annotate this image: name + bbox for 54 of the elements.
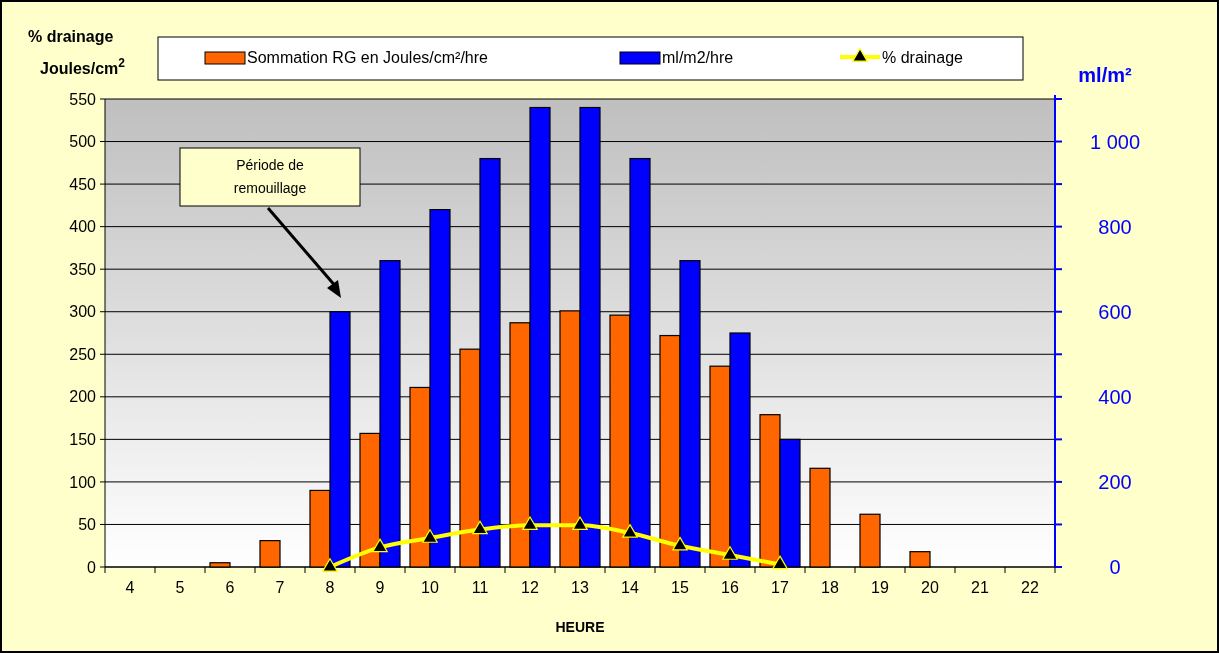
x-tick-label: 21 — [971, 579, 989, 596]
y2-tick-label: 1 000 — [1089, 130, 1141, 153]
point — [572, 516, 588, 531]
legend-label: % drainage — [882, 48, 964, 66]
point — [622, 524, 638, 538]
y-tick-label: 350 — [69, 260, 97, 278]
y-tick-label: 400 — [69, 218, 97, 236]
x-tick-label: 22 — [1021, 579, 1039, 596]
y-tick-label: 100 — [69, 473, 97, 491]
x-tick-label: 8 — [325, 579, 335, 596]
y2-tick-label: 600 — [1098, 300, 1132, 323]
y2-tick-label: 200 — [1098, 470, 1132, 493]
point — [722, 546, 738, 560]
y2-axis-title: ml/m² — [1078, 64, 1133, 86]
x-tick-label: 9 — [375, 579, 385, 596]
x-tick-label: 16 — [721, 579, 739, 596]
y-tick-label: 50 — [78, 516, 97, 534]
y2-tick-label: 0 — [1109, 556, 1121, 578]
y2-tick-label: 800 — [1098, 215, 1132, 238]
x-tick-label: 10 — [421, 579, 439, 596]
point — [672, 536, 688, 551]
y-tick-label: 0 — [87, 558, 97, 576]
point — [772, 555, 788, 570]
x-tick-label: 14 — [621, 579, 639, 596]
y-tick-label: 300 — [69, 303, 97, 321]
point — [472, 520, 488, 535]
y-tick-label: 500 — [69, 133, 97, 151]
x-tick-label: 7 — [275, 579, 285, 596]
x-tick-label: 13 — [571, 579, 589, 596]
x-tick-label: 18 — [821, 579, 839, 596]
x-tick-label: 4 — [125, 579, 135, 596]
x-tick-label: 5 — [175, 579, 185, 596]
y2-tick-label: 400 — [1098, 385, 1132, 408]
point — [522, 516, 538, 531]
x-tick-label: 12 — [521, 579, 539, 596]
x-tick-label: 17 — [771, 579, 789, 596]
y-tick-label: 200 — [69, 388, 97, 406]
point — [422, 529, 438, 543]
y-tick-label: 450 — [69, 175, 97, 193]
y-tick-label: 250 — [69, 345, 97, 363]
x-tick-label: 20 — [921, 579, 939, 596]
x-tick-label: 11 — [471, 579, 489, 596]
y-tick-label: 150 — [69, 430, 97, 448]
legend-label: Sommation RG en Joules/cm²/hre — [247, 48, 489, 66]
y-tick-label: 550 — [69, 90, 97, 108]
point — [372, 538, 388, 553]
point — [322, 558, 338, 572]
x-tick-label: 6 — [225, 579, 235, 596]
x-tick-label: 15 — [671, 579, 689, 596]
x-axis-title: HEURE — [555, 619, 605, 635]
y-axis-title: % drainage Joules/cm$^{2}$ — [28, 28, 126, 77]
annotation: Période de remouillage — [233, 157, 307, 196]
x-tick-label: 19 — [871, 579, 889, 596]
legend-label: ml/m2/hre — [662, 48, 734, 66]
